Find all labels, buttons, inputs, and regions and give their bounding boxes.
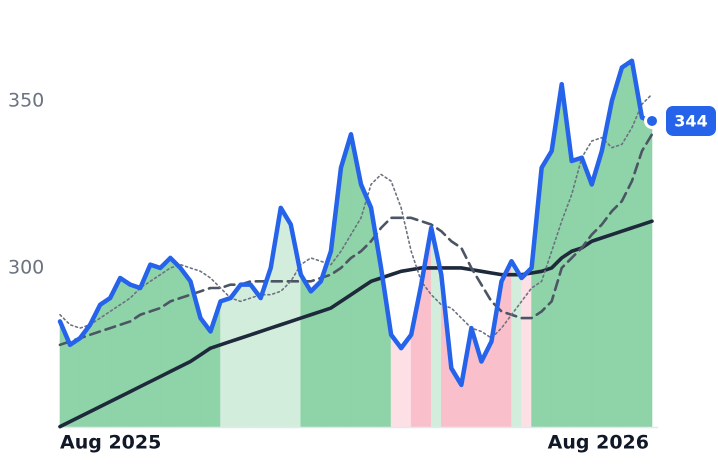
area-fill bbox=[180, 267, 191, 428]
area-fill bbox=[310, 280, 322, 428]
area-fill bbox=[119, 277, 131, 428]
area-fill bbox=[611, 67, 623, 428]
series-line bbox=[58, 133, 654, 347]
area-fill bbox=[360, 184, 372, 428]
area-fill bbox=[501, 261, 512, 428]
area-fill bbox=[220, 297, 231, 428]
x-tick-label: Aug 2025 bbox=[60, 432, 161, 454]
area-fill bbox=[160, 257, 171, 428]
area-fill bbox=[571, 157, 583, 428]
area-fill bbox=[280, 206, 292, 428]
area-fill bbox=[521, 267, 532, 428]
area-fill bbox=[591, 150, 603, 428]
area-fill bbox=[511, 260, 522, 428]
area-fill bbox=[69, 337, 81, 428]
last-point bbox=[644, 112, 660, 129]
area-fill bbox=[109, 277, 121, 428]
area-fill bbox=[581, 157, 593, 428]
series-line bbox=[57, 58, 655, 388]
area-fill bbox=[641, 117, 653, 428]
price-badge-label: 344 bbox=[674, 111, 707, 130]
area-fill bbox=[621, 60, 633, 428]
area-fill bbox=[541, 149, 552, 428]
area-fill bbox=[170, 257, 181, 428]
price-badge bbox=[666, 105, 716, 136]
x-tick-label: Aug 2026 bbox=[548, 432, 649, 454]
area-fill bbox=[200, 317, 211, 428]
y-tick-label: 300 bbox=[8, 256, 44, 278]
area-fill bbox=[230, 283, 241, 428]
area-fill bbox=[340, 134, 352, 428]
series-line bbox=[59, 93, 653, 339]
area-fill bbox=[300, 273, 312, 428]
area-fill bbox=[129, 284, 141, 428]
area-fill bbox=[250, 283, 261, 428]
area-fill bbox=[240, 284, 251, 428]
y-tick-label: 350 bbox=[8, 89, 44, 111]
series-line bbox=[58, 219, 654, 429]
area-fill bbox=[150, 264, 161, 428]
